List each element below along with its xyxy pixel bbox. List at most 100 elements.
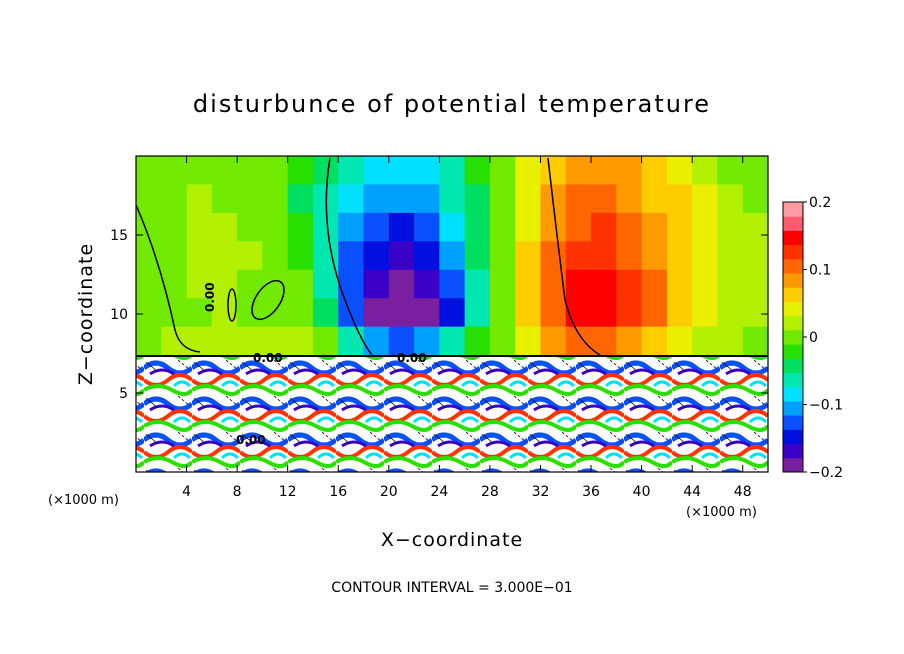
heatmap-cell <box>641 241 668 271</box>
heatmap-cell <box>363 212 390 242</box>
heatmap-cell <box>312 298 339 328</box>
heatmap-cell <box>287 269 314 299</box>
heatmap-cell <box>489 156 516 186</box>
x-axis-label: X−coordinate <box>381 529 523 551</box>
heatmap-cell <box>565 212 592 242</box>
heatmap-cell <box>616 298 643 328</box>
heatmap-cell <box>388 212 415 242</box>
heatmap-cell <box>742 326 768 356</box>
heatmap-cell <box>363 298 390 328</box>
heatmap-cell <box>338 298 365 328</box>
heatmap-cell <box>161 269 188 299</box>
heatmap-cell <box>287 184 314 214</box>
colorbar-tick-label: 0 <box>809 330 818 346</box>
heatmap-cell <box>186 212 213 242</box>
heatmap-cell <box>237 269 263 299</box>
heatmap-cell <box>237 212 263 242</box>
x-tick-label: 16 <box>329 484 347 500</box>
heatmap-cell <box>464 156 491 186</box>
heatmap-cell <box>540 156 567 186</box>
heatmap-cell <box>363 156 390 186</box>
x-tick-label: 8 <box>233 484 242 500</box>
heatmap-cell <box>515 269 542 299</box>
heatmap-cell <box>363 326 390 356</box>
heatmap-cell <box>616 269 643 299</box>
colorbar-swatch <box>783 457 803 473</box>
heatmap-cell <box>161 298 188 328</box>
heatmap-cell <box>388 326 415 356</box>
x-tick-label: 28 <box>481 484 499 500</box>
heatmap-cell <box>565 241 592 271</box>
contour-label: 0.00 <box>236 433 266 447</box>
heatmap-cell <box>742 156 768 186</box>
heatmap-cell <box>742 212 768 242</box>
heatmap-cell <box>388 156 415 186</box>
heatmap-cell <box>414 241 440 271</box>
heatmap-cell <box>439 269 466 299</box>
contour-line <box>136 204 201 353</box>
heatmap-cell <box>287 156 314 186</box>
x-unit-left: (×1000 m) <box>48 493 119 508</box>
heatmap-cell <box>414 212 440 242</box>
heatmap-cell <box>237 184 263 214</box>
colorbar-swatch <box>783 415 803 430</box>
heatmap-cell <box>591 184 617 214</box>
colorbar <box>782 201 804 473</box>
x-tick-label: 40 <box>633 484 651 500</box>
heatmap-cell <box>312 269 339 299</box>
heatmap-cell <box>515 184 542 214</box>
heatmap-cell <box>692 269 719 299</box>
heatmap-cell <box>237 241 263 271</box>
heatmap-cell <box>186 298 213 328</box>
colorbar-tick-label: 0.1 <box>809 263 831 279</box>
y-tick-label: 15 <box>110 228 128 244</box>
heatmap-cell <box>742 184 768 214</box>
x-tick-label: 32 <box>532 484 550 500</box>
x-unit-right: (×1000 m) <box>686 505 757 520</box>
heatmap-cell <box>287 326 314 356</box>
heatmap-cell <box>464 241 491 271</box>
y-axis: 5 10 15 <box>110 228 768 402</box>
colorbar-swatch <box>783 244 803 260</box>
heatmap-cell <box>591 241 617 271</box>
colorbar-swatch <box>783 273 803 288</box>
heatmap-cell <box>692 156 719 186</box>
heatmap-cell <box>565 298 592 328</box>
heatmap-cell <box>540 326 567 356</box>
heatmap-cell <box>136 269 162 299</box>
heatmap-cell <box>464 269 491 299</box>
heatmap-cell <box>262 326 289 356</box>
heatmap-cell <box>414 326 440 356</box>
heatmap-cell <box>186 156 213 186</box>
heatmap-cell <box>414 269 440 299</box>
colorbar-swatch <box>783 287 803 302</box>
heatmap-cell <box>717 156 744 186</box>
heatmap-cell <box>692 298 719 328</box>
heatmap-cell <box>338 326 365 356</box>
heatmap-cell <box>717 212 744 242</box>
heatmap-cell <box>186 326 213 356</box>
heatmap-cell <box>338 212 365 242</box>
heatmap-cell <box>565 184 592 214</box>
colorbar-swatch <box>783 230 803 246</box>
heatmap-cell <box>414 184 440 214</box>
x-tick-label: 4 <box>182 484 191 500</box>
colorbar-swatch <box>783 202 803 217</box>
heatmap-cell <box>742 241 768 271</box>
heatmap-cell <box>211 212 238 242</box>
heatmap-cell <box>287 241 314 271</box>
contour-interval-note: CONTOUR INTERVAL = 3.000E−01 <box>331 580 572 596</box>
heatmap-cell <box>211 156 238 186</box>
heatmap-cell <box>591 326 617 356</box>
heatmap-cell <box>616 212 643 242</box>
heatmap-cell <box>540 212 567 242</box>
heatmap-cell <box>717 241 744 271</box>
heatmap-cell <box>338 156 365 186</box>
heatmap-cell <box>439 241 466 271</box>
heatmap-cell <box>692 184 719 214</box>
heatmap-cell <box>464 212 491 242</box>
heatmap-cell <box>237 298 263 328</box>
heatmap-cells <box>136 156 768 356</box>
heatmap-cell <box>717 184 744 214</box>
